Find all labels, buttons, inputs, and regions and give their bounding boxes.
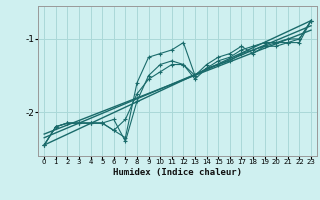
X-axis label: Humidex (Indice chaleur): Humidex (Indice chaleur) <box>113 168 242 177</box>
